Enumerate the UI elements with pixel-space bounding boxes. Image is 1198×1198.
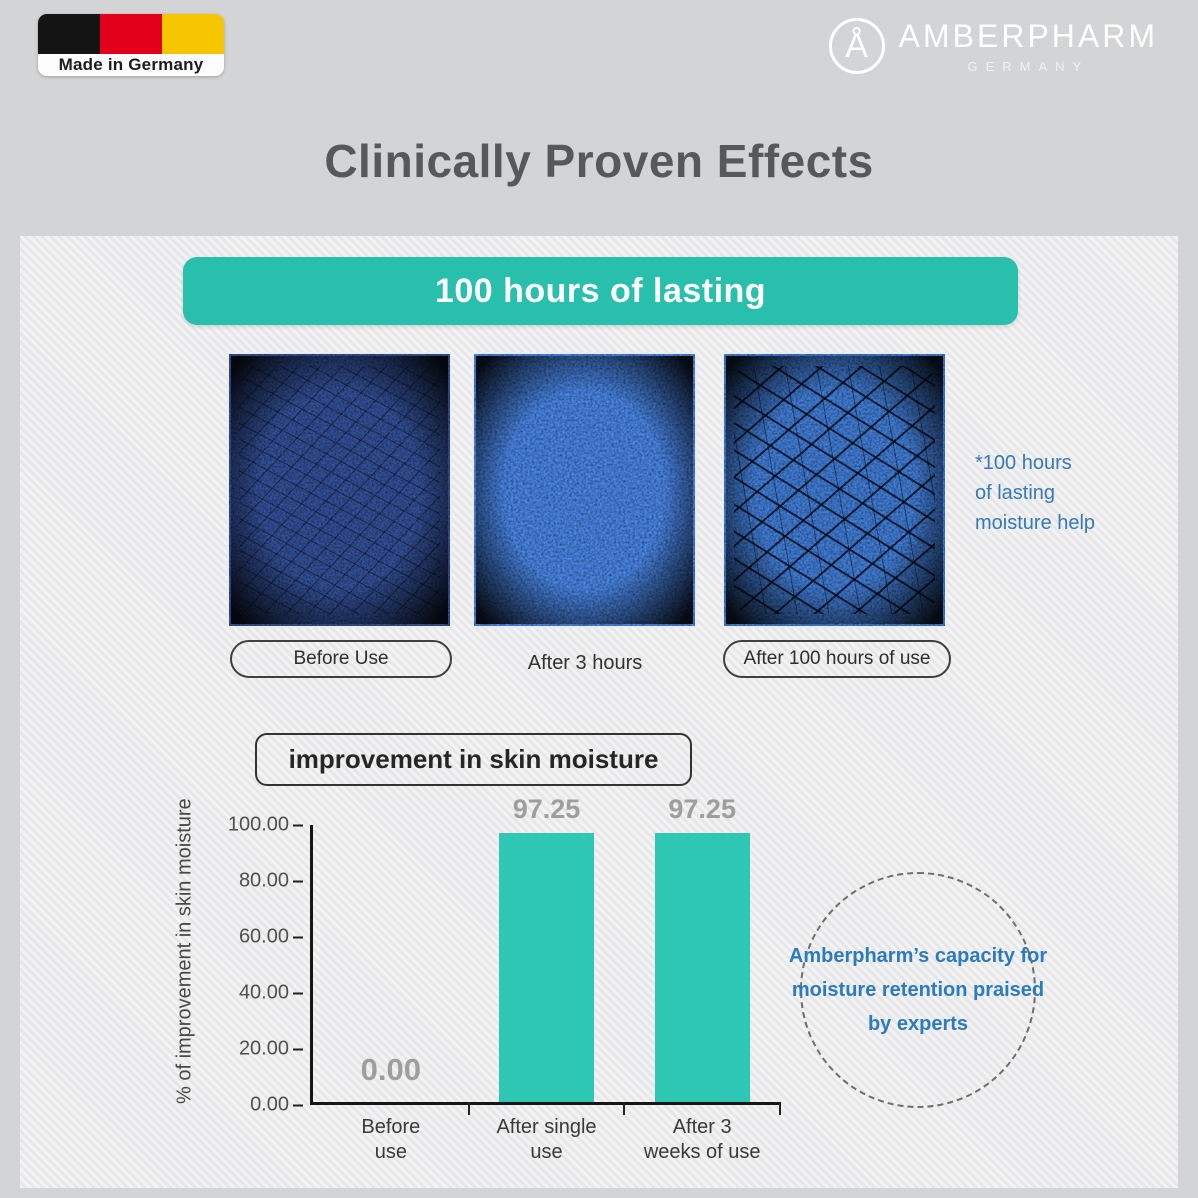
content-panel: 100 hours of lasting	[20, 236, 1178, 1188]
side-note-line: moisture help	[975, 512, 1096, 534]
sample-label-after-3-hours: After 3 hours	[527, 651, 643, 674]
made-in-germany-label: Made in Germany	[38, 54, 224, 76]
expert-note-text: Amberpharm’s capacity for moisture reten…	[789, 939, 1047, 1041]
skin-sample-image-after-100h	[722, 352, 947, 628]
expert-note-line: moisture retention praised	[791, 979, 1045, 1001]
banner-100-hours: 100 hours of lasting	[183, 257, 1018, 325]
bar-slot: 97.25 After 3 weeks of use	[624, 794, 782, 1163]
expert-note-line: Amberpharm’s capacity for	[788, 945, 1048, 967]
side-note-line: of lasting	[975, 482, 1056, 504]
brand-subtitle: GERMANY	[967, 59, 1090, 74]
y-tick-label: 100.00	[200, 814, 305, 837]
bar-value-label: 0.00	[360, 1052, 421, 1087]
bar-value-label: 97.25	[668, 793, 736, 824]
page-title: Clinically Proven Effects	[324, 135, 874, 187]
brand-name: AMBERPHARM	[898, 18, 1158, 54]
side-note-line: *100 hours	[975, 452, 1072, 474]
y-tick-label: 60.00	[200, 926, 305, 949]
y-tick-label: 20.00	[200, 1038, 305, 1061]
x-tick-label: Before use	[361, 1116, 421, 1163]
german-flag-icon	[38, 14, 224, 54]
expert-note-line: by experts	[867, 1013, 969, 1035]
y-tick-label: 0.00	[200, 1094, 305, 1117]
bar-slot: 97.25 After single use	[469, 794, 626, 1163]
chart-plot: 0.00 Before use 97.25 After single use 97.25 Af…	[310, 794, 782, 1163]
chart-title: improvement in skin moisture	[255, 733, 692, 786]
y-axis-label: % of improvement in skin moisture	[173, 798, 196, 1104]
skin-sample-image-after-3h	[472, 352, 697, 628]
made-in-germany-badge: Made in Germany	[38, 14, 224, 76]
x-axis-tick	[467, 1102, 470, 1115]
x-tick-label: After 3 weeks of use	[643, 1116, 761, 1163]
x-axis-tick	[623, 1102, 626, 1115]
x-axis-tick	[779, 1102, 782, 1115]
skin-sample-image-before	[227, 352, 452, 628]
y-tick-label: 80.00	[200, 870, 305, 893]
bar-after-single-use	[499, 832, 594, 1102]
brand-logo: Å AMBERPHARM GERMANY	[828, 18, 1158, 74]
brand-monogram-icon: Å	[828, 18, 885, 74]
expert-note-circle: Amberpharm’s capacity for moisture reten…	[789, 872, 1047, 1108]
bar-value-label: 97.25	[512, 793, 581, 824]
y-tick-label: 40.00	[200, 982, 305, 1005]
sample-label-before-use: Before Use	[230, 640, 452, 678]
bar-after-3-weeks-of-use	[654, 832, 750, 1102]
bar-slot: 0.00 Before use	[313, 825, 470, 1163]
sample-label-after-100-hours: After 100 hours of use	[723, 640, 951, 678]
y-axis-ticks: 100.00 80.00 60.00 40.00 20.00 0.00	[200, 814, 305, 1116]
side-note: *100 hours of lasting moisture help	[975, 448, 1095, 538]
x-tick-label: After single use	[496, 1116, 597, 1163]
